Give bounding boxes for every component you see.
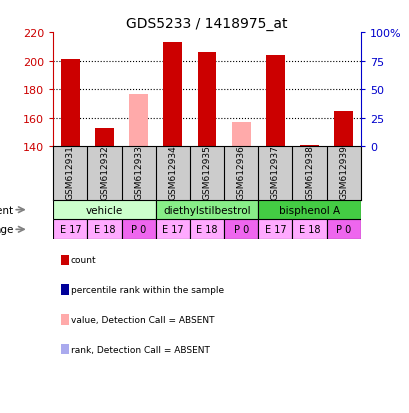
Text: E 17: E 17 — [59, 225, 81, 235]
Text: vehicle: vehicle — [86, 205, 123, 215]
Bar — [292, 220, 326, 240]
Text: percentile rank within the sample: percentile rank within the sample — [70, 285, 223, 294]
Text: GSM612936: GSM612936 — [236, 145, 245, 200]
Bar — [231, 123, 250, 147]
Bar — [224, 220, 258, 240]
Bar — [129, 94, 148, 147]
Bar — [258, 220, 292, 240]
Bar — [95, 128, 114, 147]
Bar — [53, 200, 155, 220]
Text: value, Detection Call = ABSENT: value, Detection Call = ABSENT — [70, 315, 213, 324]
Bar — [265, 56, 284, 147]
Bar — [121, 220, 155, 240]
Bar — [163, 43, 182, 147]
Text: diethylstilbestrol: diethylstilbestrol — [163, 205, 250, 215]
Bar — [61, 60, 80, 147]
Text: GSM612939: GSM612939 — [338, 145, 347, 200]
Bar — [53, 220, 87, 240]
Text: agent: agent — [0, 205, 13, 215]
Bar — [197, 53, 216, 147]
Text: age: age — [0, 225, 13, 235]
Text: GSM612933: GSM612933 — [134, 145, 143, 200]
Bar — [87, 220, 121, 240]
Text: bisphenol A: bisphenol A — [278, 205, 339, 215]
Text: E 18: E 18 — [94, 225, 115, 235]
Bar — [155, 220, 189, 240]
Bar — [326, 220, 360, 240]
Text: E 18: E 18 — [196, 225, 217, 235]
Title: GDS5233 / 1418975_at: GDS5233 / 1418975_at — [126, 17, 287, 31]
Text: P 0: P 0 — [335, 225, 351, 235]
Bar — [333, 112, 352, 147]
Bar — [258, 200, 360, 220]
Text: E 17: E 17 — [264, 225, 285, 235]
Text: GSM612935: GSM612935 — [202, 145, 211, 200]
Text: GSM612932: GSM612932 — [100, 145, 109, 200]
Text: GSM612934: GSM612934 — [168, 145, 177, 200]
Text: rank, Detection Call = ABSENT: rank, Detection Call = ABSENT — [70, 345, 209, 354]
Text: GSM612937: GSM612937 — [270, 145, 279, 200]
Text: P 0: P 0 — [233, 225, 248, 235]
Text: GSM612931: GSM612931 — [66, 145, 75, 200]
Bar — [189, 220, 224, 240]
Bar — [155, 200, 258, 220]
Text: P 0: P 0 — [131, 225, 146, 235]
Bar — [299, 145, 318, 147]
Text: count: count — [70, 256, 96, 265]
Text: E 18: E 18 — [298, 225, 319, 235]
Text: E 17: E 17 — [162, 225, 183, 235]
Text: GSM612938: GSM612938 — [304, 145, 313, 200]
